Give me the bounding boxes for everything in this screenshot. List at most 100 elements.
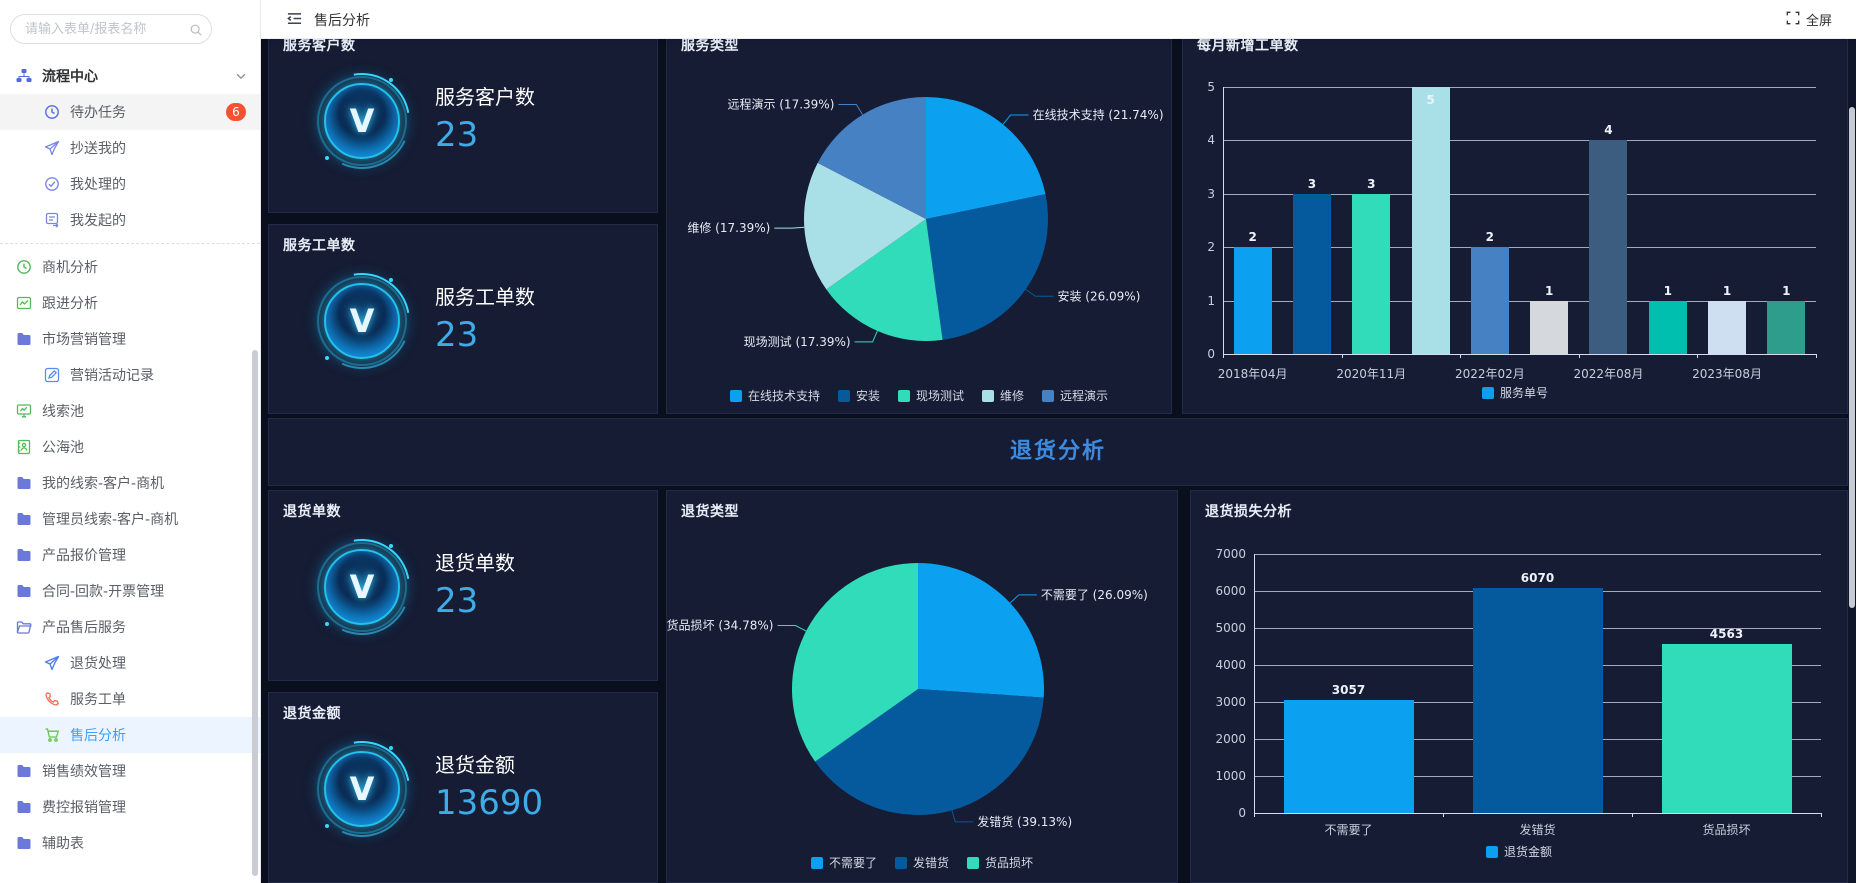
badge-count: 6 bbox=[226, 103, 246, 121]
sidebar-item-service-work-order[interactable]: 服务工单 bbox=[0, 681, 260, 717]
x-axis-line bbox=[1254, 813, 1821, 814]
main-scrollbar-thumb[interactable] bbox=[1849, 107, 1855, 608]
bar-2022年08月[interactable] bbox=[1589, 140, 1628, 354]
sidebar-item-contract-payment-invoice[interactable]: 合同-回款-开票管理 bbox=[0, 573, 260, 609]
legend-item-在线技术支持[interactable]: 在线技术支持 bbox=[729, 387, 820, 404]
y-axis-tick-label: 1 bbox=[1207, 293, 1215, 308]
bar-2018年04月[interactable] bbox=[1233, 247, 1272, 354]
bar-服务单号-6[interactable] bbox=[1530, 300, 1569, 354]
pie-chart-return-type: 不需要了 (26.09%) 发错货 (39.13%) 货品损坏 (34.78%) 不需… bbox=[667, 491, 1177, 882]
legend-swatch bbox=[1481, 386, 1494, 399]
stat-label: 服务工单数 bbox=[435, 285, 535, 309]
legend-swatch bbox=[1042, 389, 1055, 402]
sidebar-item-label: 产品售后服务 bbox=[42, 620, 126, 636]
chevron-down-icon[interactable] bbox=[234, 69, 248, 87]
x-axis-tick bbox=[1443, 813, 1444, 817]
bar-2022年02月[interactable] bbox=[1470, 247, 1509, 354]
x-axis-tick bbox=[1821, 813, 1822, 817]
bar-2023年08月[interactable] bbox=[1708, 300, 1747, 354]
legend-item-退货金额[interactable]: 退货金额 bbox=[1485, 843, 1552, 860]
sidebar-item-admin-leads-customers-opps[interactable]: 管理员线索-客户-商机 bbox=[0, 501, 260, 537]
sidebar-item-marketing-mgmt[interactable]: 市场营销管理 bbox=[0, 321, 260, 357]
pie-slice-货品损坏[interactable] bbox=[792, 563, 918, 762]
chart-title: 每月新增工单数 bbox=[1197, 38, 1299, 54]
legend-item-安装[interactable]: 安装 bbox=[837, 387, 880, 404]
fullscreen-icon bbox=[1786, 11, 1800, 29]
bar-value-label: 4563 bbox=[1709, 627, 1744, 642]
pie-slice-安装[interactable] bbox=[926, 194, 1048, 340]
pie-slice-发错货[interactable] bbox=[815, 689, 1044, 816]
legend-item-现场测试[interactable]: 现场测试 bbox=[897, 387, 964, 404]
sidebar-item-todo-tasks[interactable]: 待办任务 6 bbox=[0, 94, 260, 130]
fullscreen-button[interactable]: 全屏 bbox=[1786, 10, 1832, 29]
sidebar-item-cc-to-me[interactable]: 抄送我的 bbox=[0, 130, 260, 166]
legend-label: 远程演示 bbox=[1060, 389, 1109, 403]
folder-icon bbox=[16, 331, 32, 347]
legend-item-远程演示[interactable]: 远程演示 bbox=[1042, 387, 1108, 404]
menu-divider bbox=[0, 243, 260, 244]
folder-icon bbox=[16, 547, 32, 563]
sidebar-item-handled-by-me[interactable]: 我处理的 bbox=[0, 166, 260, 202]
sidebar-item-my-leads-customers-opps[interactable]: 我的线索-客户-商机 bbox=[0, 465, 260, 501]
sidebar-item-public-sea-pool[interactable]: 公海池 bbox=[0, 429, 260, 465]
legend-item-服务单号[interactable]: 服务单号 bbox=[1481, 384, 1548, 401]
search-input[interactable] bbox=[10, 14, 212, 44]
bar-服务单号-4[interactable] bbox=[1411, 87, 1450, 354]
sidebar-item-product-quotation-mgmt[interactable]: 产品报价管理 bbox=[0, 537, 260, 573]
bar-不需要了[interactable] bbox=[1283, 699, 1414, 813]
send-icon bbox=[44, 140, 60, 156]
legend-item-货品损坏[interactable]: 货品损坏 bbox=[967, 854, 1033, 871]
sidebar-item-after-sales-analysis[interactable]: 售后分析 bbox=[0, 717, 260, 753]
clock-icon bbox=[44, 104, 60, 120]
pie-slice-在线技术支持[interactable] bbox=[926, 97, 1046, 219]
pie-slice-现场测试[interactable] bbox=[826, 219, 943, 341]
x-axis-tick bbox=[1341, 354, 1343, 358]
pie-slice-不需要了[interactable] bbox=[918, 563, 1044, 698]
bar-服务单号-2[interactable] bbox=[1292, 193, 1331, 354]
grid-line bbox=[1223, 140, 1816, 142]
folder-icon bbox=[16, 763, 32, 779]
v-logo-icon: V bbox=[349, 302, 375, 340]
bar-服务单号-10[interactable] bbox=[1767, 300, 1806, 354]
sidebar-item-expense-reimbursement-mgmt[interactable]: 费控报销管理 bbox=[0, 789, 260, 825]
sidebar-item-return-processing[interactable]: 退货处理 bbox=[0, 645, 260, 681]
stat-medallion: V bbox=[295, 254, 429, 388]
legend-item-维修[interactable]: 维修 bbox=[982, 387, 1024, 404]
sidebar-item-follow-up-analysis[interactable]: 跟进分析 bbox=[0, 285, 260, 321]
stat-card-return-amount: 退货金额 V 退货金额 13690 bbox=[268, 692, 658, 883]
sidebar-item-initiated-by-me[interactable]: 我发起的 bbox=[0, 202, 260, 238]
sidebar-item-sales-performance-mgmt[interactable]: 销售绩效管理 bbox=[0, 753, 260, 789]
sidebar-item-process-center[interactable]: 流程中心 bbox=[0, 58, 260, 94]
bar-服务单号-8[interactable] bbox=[1648, 300, 1687, 354]
grid-line bbox=[1223, 193, 1816, 195]
bar-发错货[interactable] bbox=[1472, 588, 1603, 813]
sidebar-item-product-after-sales[interactable]: 产品售后服务 bbox=[0, 609, 260, 645]
pie-slice-维修[interactable] bbox=[804, 162, 926, 290]
v-logo-icon: V bbox=[349, 102, 375, 140]
sidebar-item-marketing-activity-records[interactable]: 营销活动记录 bbox=[0, 357, 260, 393]
collapse-sidebar-icon[interactable] bbox=[286, 11, 303, 30]
sidebar-scrollbar[interactable] bbox=[252, 350, 258, 876]
sidebar-item-label: 抄送我的 bbox=[70, 141, 126, 157]
grid-line bbox=[1223, 247, 1816, 249]
bar-货品损坏[interactable] bbox=[1661, 644, 1792, 813]
stat-card-title: 服务客户数 bbox=[283, 38, 356, 54]
sidebar-item-auxiliary-table[interactable]: 辅助表 bbox=[0, 825, 260, 861]
fullscreen-label: 全屏 bbox=[1805, 14, 1832, 29]
bar-value-label: 3 bbox=[1367, 176, 1376, 191]
main-scrollbar[interactable] bbox=[1848, 38, 1856, 883]
legend-label: 安装 bbox=[855, 389, 880, 403]
y-axis-tick-label: 6000 bbox=[1215, 584, 1246, 598]
legend-item-不需要了[interactable]: 不需要了 bbox=[810, 854, 877, 871]
x-axis-tick bbox=[1697, 354, 1699, 358]
search-icon[interactable] bbox=[189, 22, 203, 41]
folder-icon bbox=[16, 835, 32, 851]
sidebar-item-opportunity-analysis[interactable]: 商机分析 bbox=[0, 249, 260, 285]
folder-icon bbox=[16, 475, 32, 491]
sidebar-item-lead-pool[interactable]: 线索池 bbox=[0, 393, 260, 429]
pie-slice-远程演示[interactable] bbox=[817, 97, 926, 219]
bar-2020年11月[interactable] bbox=[1352, 193, 1391, 354]
x-axis-category-label: 2022年02月 bbox=[1454, 367, 1525, 381]
x-axis-category-label: 不需要了 bbox=[1324, 823, 1373, 837]
legend-item-发错货[interactable]: 发错货 bbox=[894, 854, 949, 871]
